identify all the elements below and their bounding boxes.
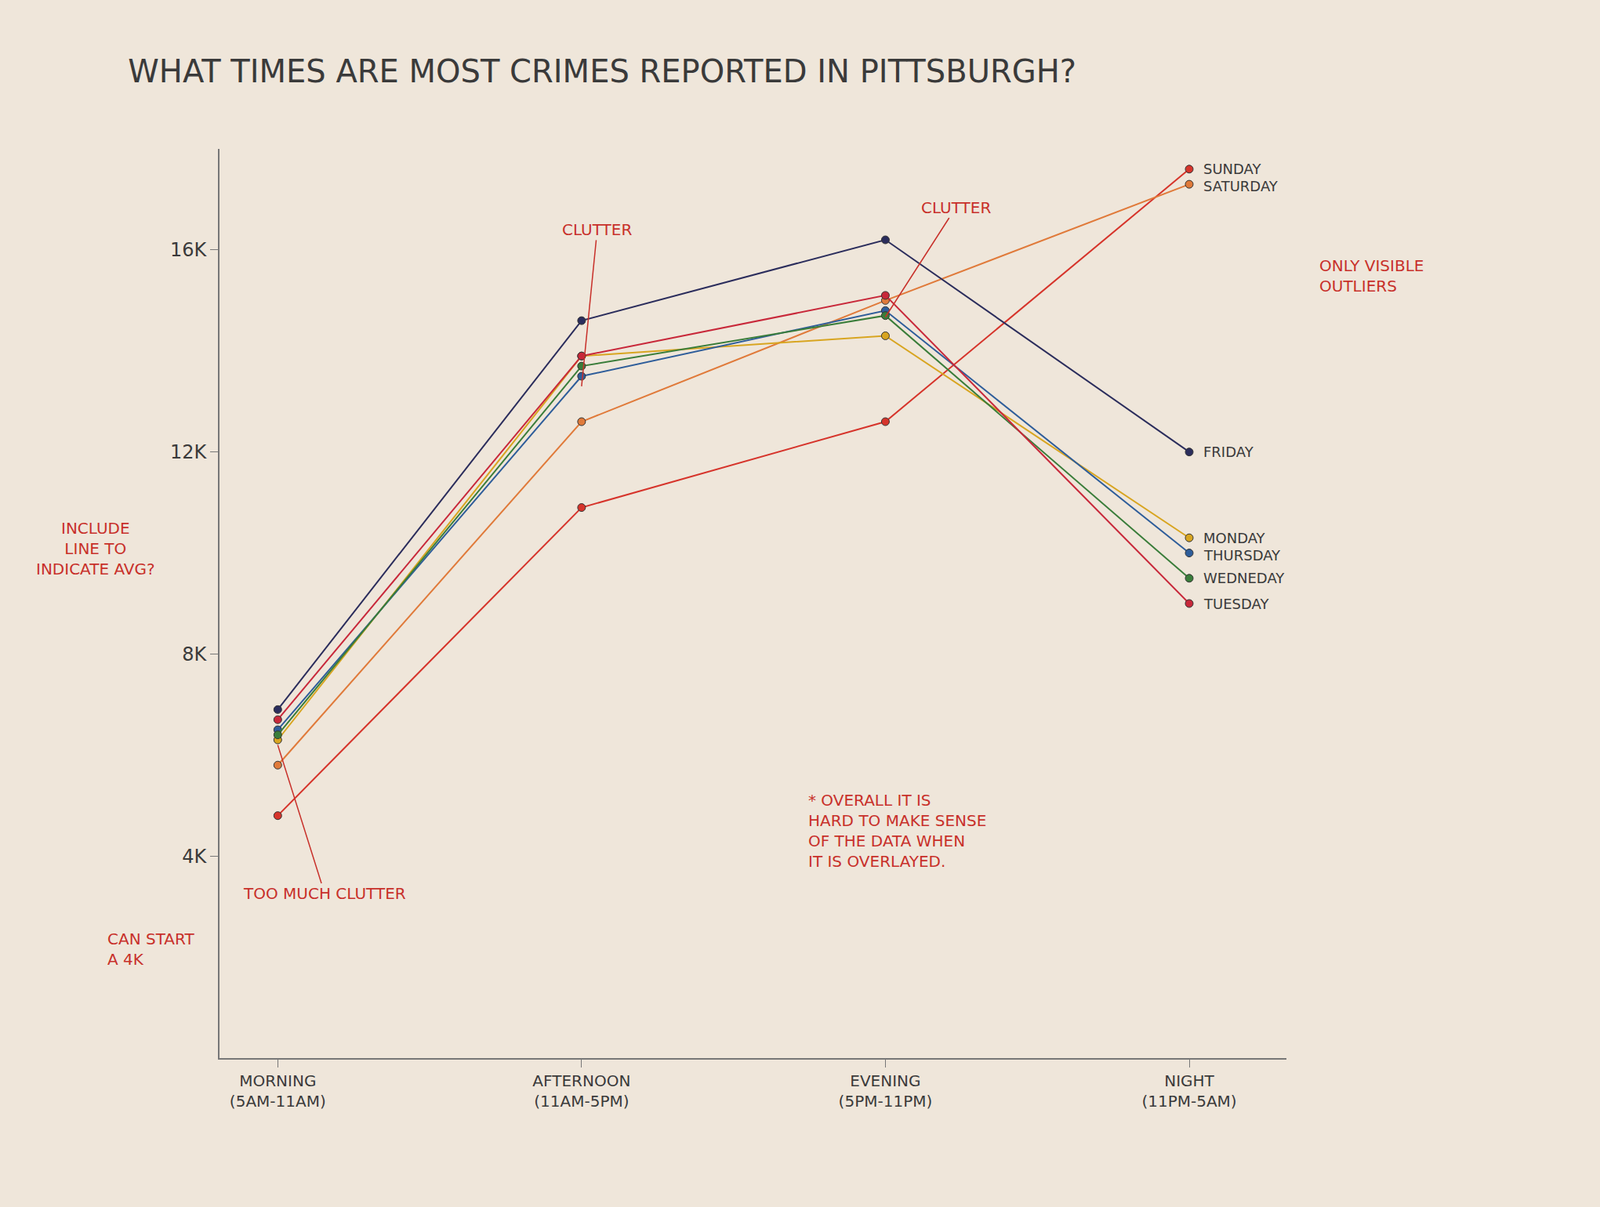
svg-text:CAN STARTA 4K: CAN STARTA 4K: [107, 929, 195, 969]
svg-text:CLUTTER: CLUTTER: [921, 198, 991, 218]
svg-text:8K: 8K: [181, 643, 207, 666]
svg-text:THURSDAY: THURSDAY: [1203, 547, 1281, 564]
svg-text:WEDNEDAY: WEDNEDAY: [1203, 569, 1285, 587]
svg-text:* OVERALL IT ISHARD TO MAKE SE: * OVERALL IT ISHARD TO MAKE SENSEOF THE …: [808, 790, 987, 871]
svg-text:MORNING(5AM-11AM): MORNING(5AM-11AM): [229, 1071, 327, 1111]
svg-text:16K: 16K: [170, 239, 208, 262]
svg-text:FRIDAY: FRIDAY: [1203, 443, 1255, 461]
svg-text:ONLY VISIBLEOUTLIERS: ONLY VISIBLEOUTLIERS: [1319, 256, 1424, 296]
svg-text:4K: 4K: [181, 845, 207, 868]
svg-text:CLUTTER: CLUTTER: [562, 220, 632, 240]
svg-text:SUNDAY: SUNDAY: [1203, 160, 1263, 178]
svg-text:NIGHT(11PM-5AM): NIGHT(11PM-5AM): [1141, 1071, 1237, 1111]
svg-text:TOO MUCH CLUTTER: TOO MUCH CLUTTER: [243, 884, 407, 904]
svg-text:INCLUDELINE TOINDICATE AVG?: INCLUDELINE TOINDICATE AVG?: [36, 518, 156, 579]
svg-text:EVENING(5PM-11PM): EVENING(5PM-11PM): [838, 1071, 933, 1111]
svg-text:TUESDAY: TUESDAY: [1203, 595, 1270, 613]
svg-text:12K: 12K: [170, 441, 208, 464]
svg-text:SATURDAY: SATURDAY: [1203, 177, 1279, 195]
svg-text:WHAT TIMES ARE MOST CRIMES REP: WHAT TIMES ARE MOST CRIMES REPORTED IN P…: [127, 53, 1077, 90]
svg-text:MONDAY: MONDAY: [1203, 529, 1267, 547]
svg-text:AFTERNOON(11AM-5PM): AFTERNOON(11AM-5PM): [532, 1071, 631, 1111]
